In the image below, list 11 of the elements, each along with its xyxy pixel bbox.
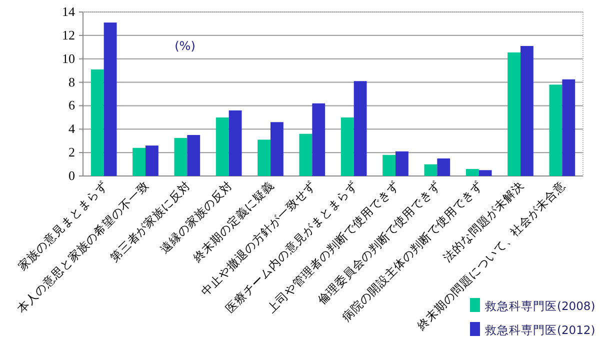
y-tick-label: 0 (68, 168, 75, 183)
annotation: (%) (174, 39, 196, 53)
y-tick-label: 2 (68, 144, 75, 160)
y-tick-label: 6 (68, 98, 76, 113)
y-tick-label: 10 (62, 50, 75, 66)
legend-label: 救急科専門医(2008) (484, 299, 596, 313)
y-tick-label: 8 (68, 74, 75, 90)
y-tick-label: 4 (68, 121, 76, 136)
legend-label: 救急科専門医(2012) (484, 323, 596, 337)
y-tick-label: 12 (62, 27, 75, 42)
y-tick-label: 14 (62, 4, 76, 19)
